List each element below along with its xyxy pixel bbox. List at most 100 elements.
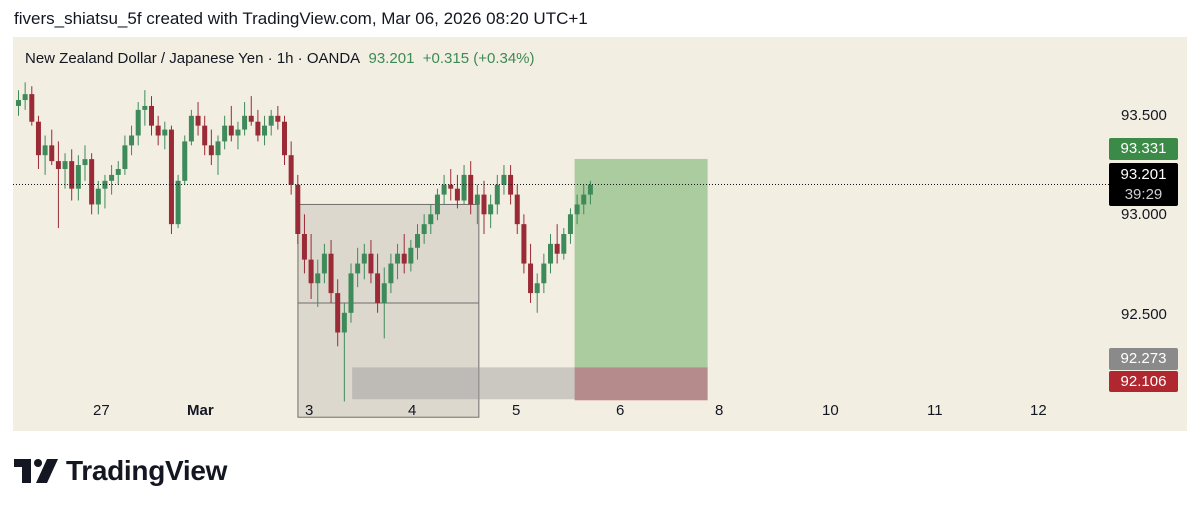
candle-body [115,168,121,175]
current-price-value: 93.201 [1120,166,1167,183]
target-price-badge: 93.331 [1109,138,1178,160]
snapshot-caption: fivers_shiatsu_5f created with TradingVi… [14,9,588,28]
candle-body [175,180,181,225]
last-price: 93.201 [368,50,415,67]
candle-body [308,259,314,284]
candle-body [22,94,28,101]
candle-body [567,214,573,234]
time-axis-label-4: 4 [408,402,417,419]
candle-body [454,188,460,201]
candle-body [282,121,287,156]
candle-body [208,145,214,156]
symbol-name[interactable]: New Zealand Dollar / Japanese Yen · 1h ·… [25,50,361,67]
candle-body [494,184,500,205]
tradingview-wordmark: TradingView [66,455,228,486]
candle-body [315,273,321,284]
candle-body [42,145,48,156]
time-axis-label-5: 5 [512,402,521,419]
time-axis-label-27: 27 [93,402,110,419]
candle-body [488,204,494,215]
candle-body [415,234,420,248]
candle-body [195,115,201,126]
candle-body [49,145,55,162]
candle-body [202,125,208,146]
candle-body [149,105,154,126]
candle-body [275,115,281,122]
candle-body [155,125,161,136]
candle-body [228,125,234,136]
candle-body [242,115,248,130]
candle-body [95,188,101,205]
price-change: +0.315 (+0.34%) [422,50,535,67]
candle-body [255,121,261,136]
time-axis-label-3: 3 [305,402,314,419]
candle-body [335,293,341,333]
candle-body [408,247,414,264]
candle-body [474,194,480,205]
time-axis-label-10: 10 [822,402,839,419]
candle-body [534,283,540,294]
candle-body [361,253,367,264]
candle-body [62,161,68,169]
candle-body [35,121,41,156]
candle-body [381,283,387,303]
candle-body [301,234,307,260]
candlestick-chart[interactable] [13,37,1187,431]
candle-body [448,184,454,189]
candle-body [548,243,553,264]
time-axis-label-12: 12 [1030,402,1047,419]
candle-body [55,161,61,169]
candle-body [188,115,194,142]
candle-body [135,109,141,136]
candle-body [508,174,514,195]
candle-body [109,174,115,181]
candle-body [434,194,440,215]
symbol-header: New Zealand Dollar / Japanese Yen · 1h ·… [25,50,535,67]
candle-body [368,253,374,274]
price-axis-label-93500: 93.500 [1121,107,1167,124]
range-box [297,203,480,418]
candle-body [129,135,135,146]
candle-body [395,253,401,264]
candle-body [142,105,148,110]
candle-body [82,159,88,166]
candle-body [461,174,467,201]
candle-body [388,263,394,284]
entry-price-badge: 92.273 [1109,348,1178,370]
stop-loss-zone [574,367,708,401]
candle-body [581,194,587,205]
tradingview-logo-icon [14,459,58,483]
price-axis-label-93000: 93.000 [1121,206,1167,223]
chart-area[interactable]: New Zealand Dollar / Japanese Yen · 1h ·… [13,37,1187,431]
candle-body [29,94,35,122]
candle-body [328,253,334,294]
candle-body [428,214,434,225]
price-axis-label-92500: 92.500 [1121,306,1167,323]
candle-body [321,253,327,274]
candle-body [468,174,474,205]
candle-body [168,129,174,225]
candle-body [341,312,347,333]
candle-body [75,165,81,189]
take-profit-zone [574,158,708,368]
candle-body [222,125,228,142]
candle-body [162,129,168,136]
stop-price-badge: 92.106 [1109,371,1178,392]
candle-body [69,161,75,189]
candle-body [514,194,520,225]
candle-body [262,125,268,136]
candle-body [16,100,21,106]
candle-body [89,159,95,205]
candle-body [441,184,447,195]
candle-body [295,184,301,234]
candle-body [541,263,547,284]
tradingview-logo[interactable]: TradingView [14,455,227,487]
candle-body [375,273,381,303]
time-axis-label-mar: Mar [187,402,214,419]
time-axis-label-11: 11 [927,402,943,419]
candle-body [215,141,221,156]
time-axis-label-8: 8 [715,402,724,419]
candle-countdown: 39:29 [1124,186,1163,203]
candle-body [235,129,241,136]
candle-body [268,115,274,126]
